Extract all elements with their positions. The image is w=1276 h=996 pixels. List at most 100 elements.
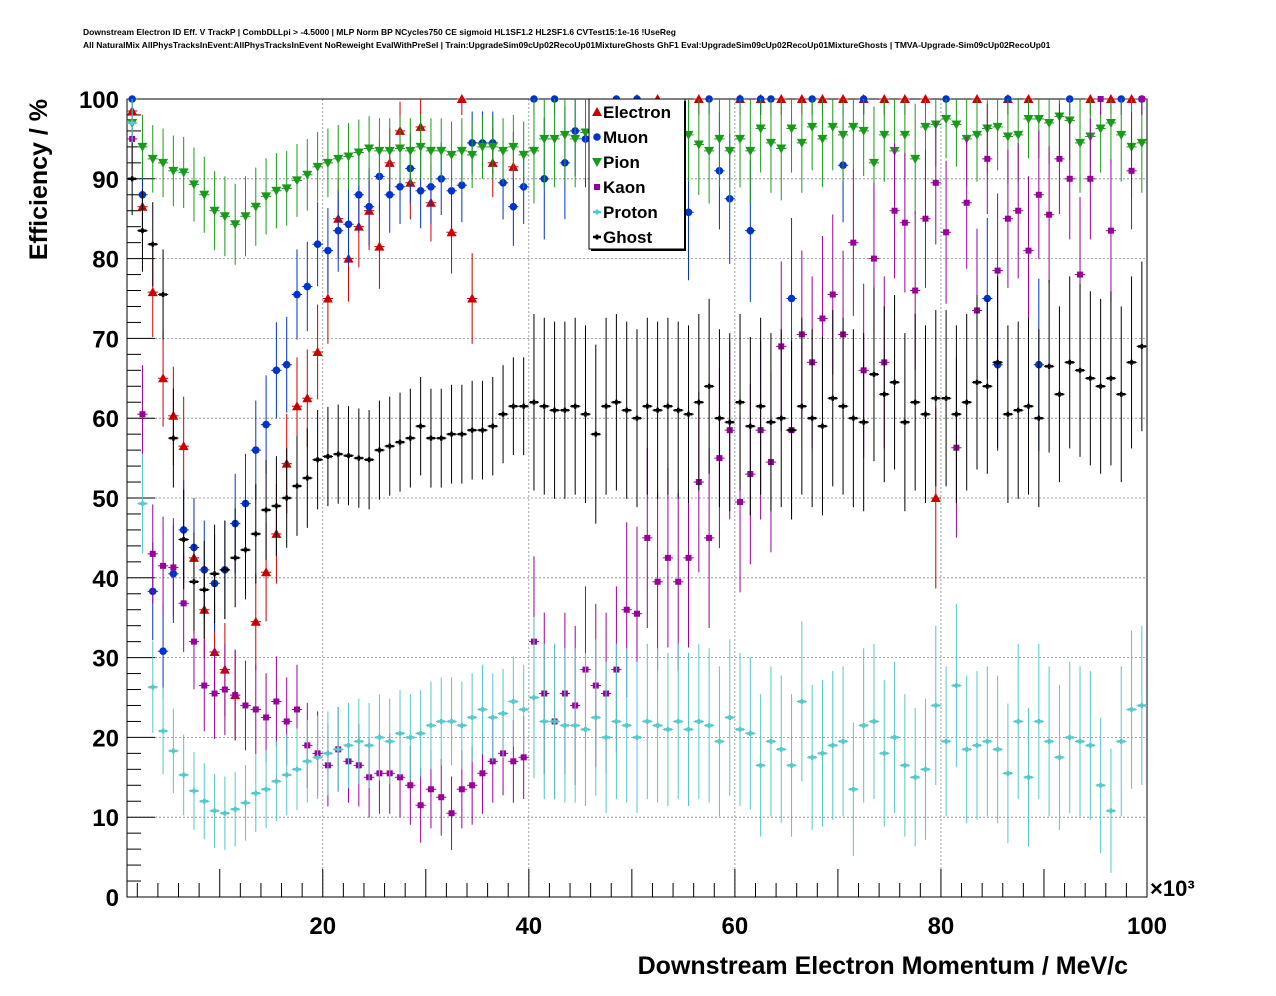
ghost-point [683,325,694,503]
ghost-point [868,287,880,462]
x-tick-label: 20 [309,913,336,940]
legend-box [588,98,686,250]
legend-entry-electron: Electron [592,103,671,122]
ghost-point [858,333,869,512]
proton-point [776,675,787,824]
proton-point [281,734,292,816]
proton-point [446,677,457,766]
muon-point [302,241,313,332]
proton-point [230,772,241,847]
ghost-point [951,325,962,503]
proton-point [188,751,200,830]
legend-label: Muon [603,128,648,147]
pion-point [734,99,746,188]
pion-point [137,114,148,179]
ghost-point [611,313,622,491]
legend-entry-muon: Muon [593,128,648,147]
proton-point [508,656,519,747]
ghost-point [394,392,406,492]
ghost-point [1136,261,1147,432]
ghost-point [703,298,715,474]
ghost-point [1085,291,1096,466]
pion-point [755,99,766,173]
legend-entry-pion: Pion [592,153,640,172]
proton-point [796,621,807,782]
proton-point [580,652,591,807]
ghost-point [271,456,282,556]
proton-point [518,664,529,755]
proton-point [899,694,911,837]
ghost-point [168,388,179,488]
electron-point [157,330,169,427]
kaon-point [436,758,447,836]
pion-point [724,99,735,204]
pion-point [745,99,756,204]
chart-title-line-2: All NaturalMix AllPhysTracksInEvent:AllP… [83,40,1051,50]
y-tick-label: 40 [92,566,119,593]
kaon-point [1043,146,1055,284]
kaon-point [899,152,911,293]
muon-point [343,183,354,265]
pion-point [322,128,334,198]
ghost-point [662,317,674,495]
ghost-point [343,406,354,506]
pion-point [1105,99,1117,165]
pion-point [714,99,725,188]
proton-point [786,694,797,837]
muon-point [260,375,272,474]
ghost-point [714,329,725,508]
proton-point [384,698,395,785]
pion-point [528,99,540,204]
proton-point [714,666,725,817]
proton-point [982,666,993,817]
ghost-point [1054,306,1065,483]
pion-point [693,99,704,195]
proton-point [961,675,972,824]
ghost-point [879,306,890,483]
ghost-point [1074,283,1086,457]
legend-label: Proton [603,203,658,222]
ghost-point [1105,291,1117,466]
pion-point [549,99,560,188]
ghost-point [848,329,859,508]
pion-point [951,99,962,167]
proton-point [673,643,684,800]
proton-point [137,453,148,554]
proton-point [1064,661,1075,813]
ghost-point [436,388,447,488]
ghost-point [940,310,952,487]
ghost-point [1043,280,1055,453]
ghost-point [539,317,550,495]
proton-point [415,690,426,777]
kaon-point [1085,118,1096,240]
kaon-point [1105,159,1117,302]
pion-point [291,143,303,217]
electron-point [467,253,478,344]
pion-point [199,156,210,233]
pion-point [796,99,807,193]
kaon-point [1033,130,1044,260]
ghost-point [1013,321,1024,499]
pion-point [559,99,571,182]
pion-point [518,121,529,189]
ghost-point [405,388,416,488]
kaon-point [260,673,272,762]
ghost-point [745,336,756,516]
ghost-point [322,406,334,507]
pion-point [394,116,406,181]
ghost-point [446,384,457,484]
ghost-point [312,410,323,510]
muon-point [281,316,292,413]
pion-point [405,118,416,184]
y-tick-label: 80 [92,247,119,274]
kaon-point [137,365,148,464]
ghost-point [600,317,612,495]
ghost-point [652,321,663,499]
pion-point [1116,99,1127,182]
proton-point [1023,708,1034,847]
pion-point [168,135,179,207]
x-tick-label: 80 [928,913,955,940]
ghost-point [621,321,632,499]
electron-point [374,204,385,289]
kaon-point [703,447,715,628]
